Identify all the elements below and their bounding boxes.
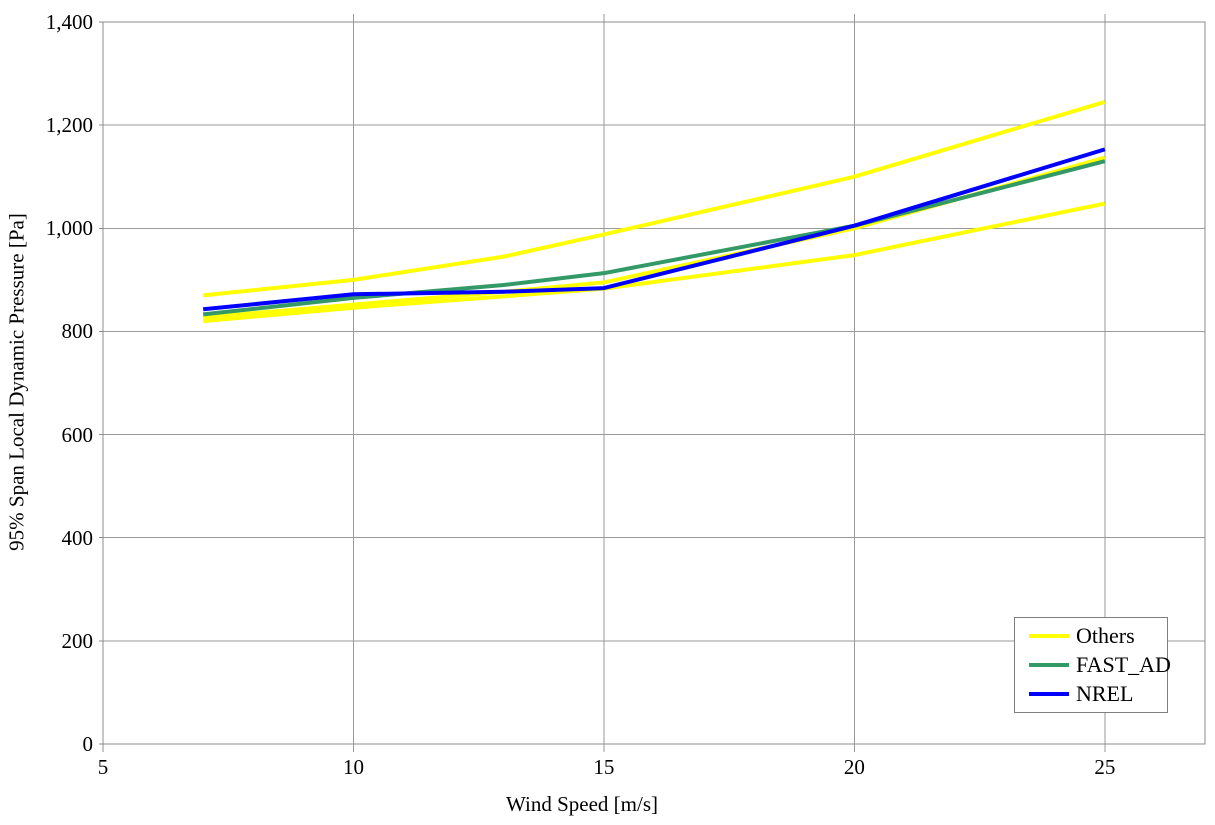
legend-item-others: Others (1029, 624, 1167, 648)
x-tick-label: 5 (97, 755, 109, 779)
series-line-others (203, 201, 1106, 324)
legend-box: Others FAST_AD NREL (1014, 617, 1171, 713)
x-axis-title: Wind Speed [m/s] (506, 792, 658, 816)
y-tick-label: 0 (82, 732, 94, 756)
y-tick-label: 1,000 (45, 216, 93, 241)
y-tick-label: 1,200 (45, 113, 93, 138)
series-line-others (203, 155, 1106, 320)
x-tick-label: 25 (1094, 755, 1116, 779)
x-tick-label: 20 (843, 755, 865, 779)
others-line-swatch-icon (1029, 634, 1069, 639)
legend-item-fast-ad: FAST_AD (1029, 652, 1171, 677)
y-tick-label: 600 (61, 422, 94, 447)
nrel-line-swatch-icon (1029, 691, 1069, 696)
y-tick-label: 1,400 (45, 10, 93, 34)
fast-ad-line-swatch-icon (1029, 662, 1069, 667)
legend-label: FAST_AD (1076, 651, 1171, 677)
series-line-nrel (202, 147, 1106, 312)
y-tick-label: 400 (61, 525, 94, 550)
y-tick-label: 800 (61, 319, 94, 344)
legend-label: Others (1076, 623, 1135, 649)
series-line-fast_ad (202, 159, 1106, 317)
legend-label: NREL (1076, 680, 1134, 706)
y-axis-title: 95% Span Local Dynamic Pressure [Pa] (4, 213, 29, 551)
x-tick-label: 10 (342, 755, 364, 779)
legend-item-nrel: NREL (1029, 680, 1167, 706)
plot-border (102, 21, 1206, 745)
series-line-others (202, 100, 1106, 298)
x-tick-label: 15 (593, 755, 615, 779)
y-tick-label: 200 (61, 628, 94, 653)
